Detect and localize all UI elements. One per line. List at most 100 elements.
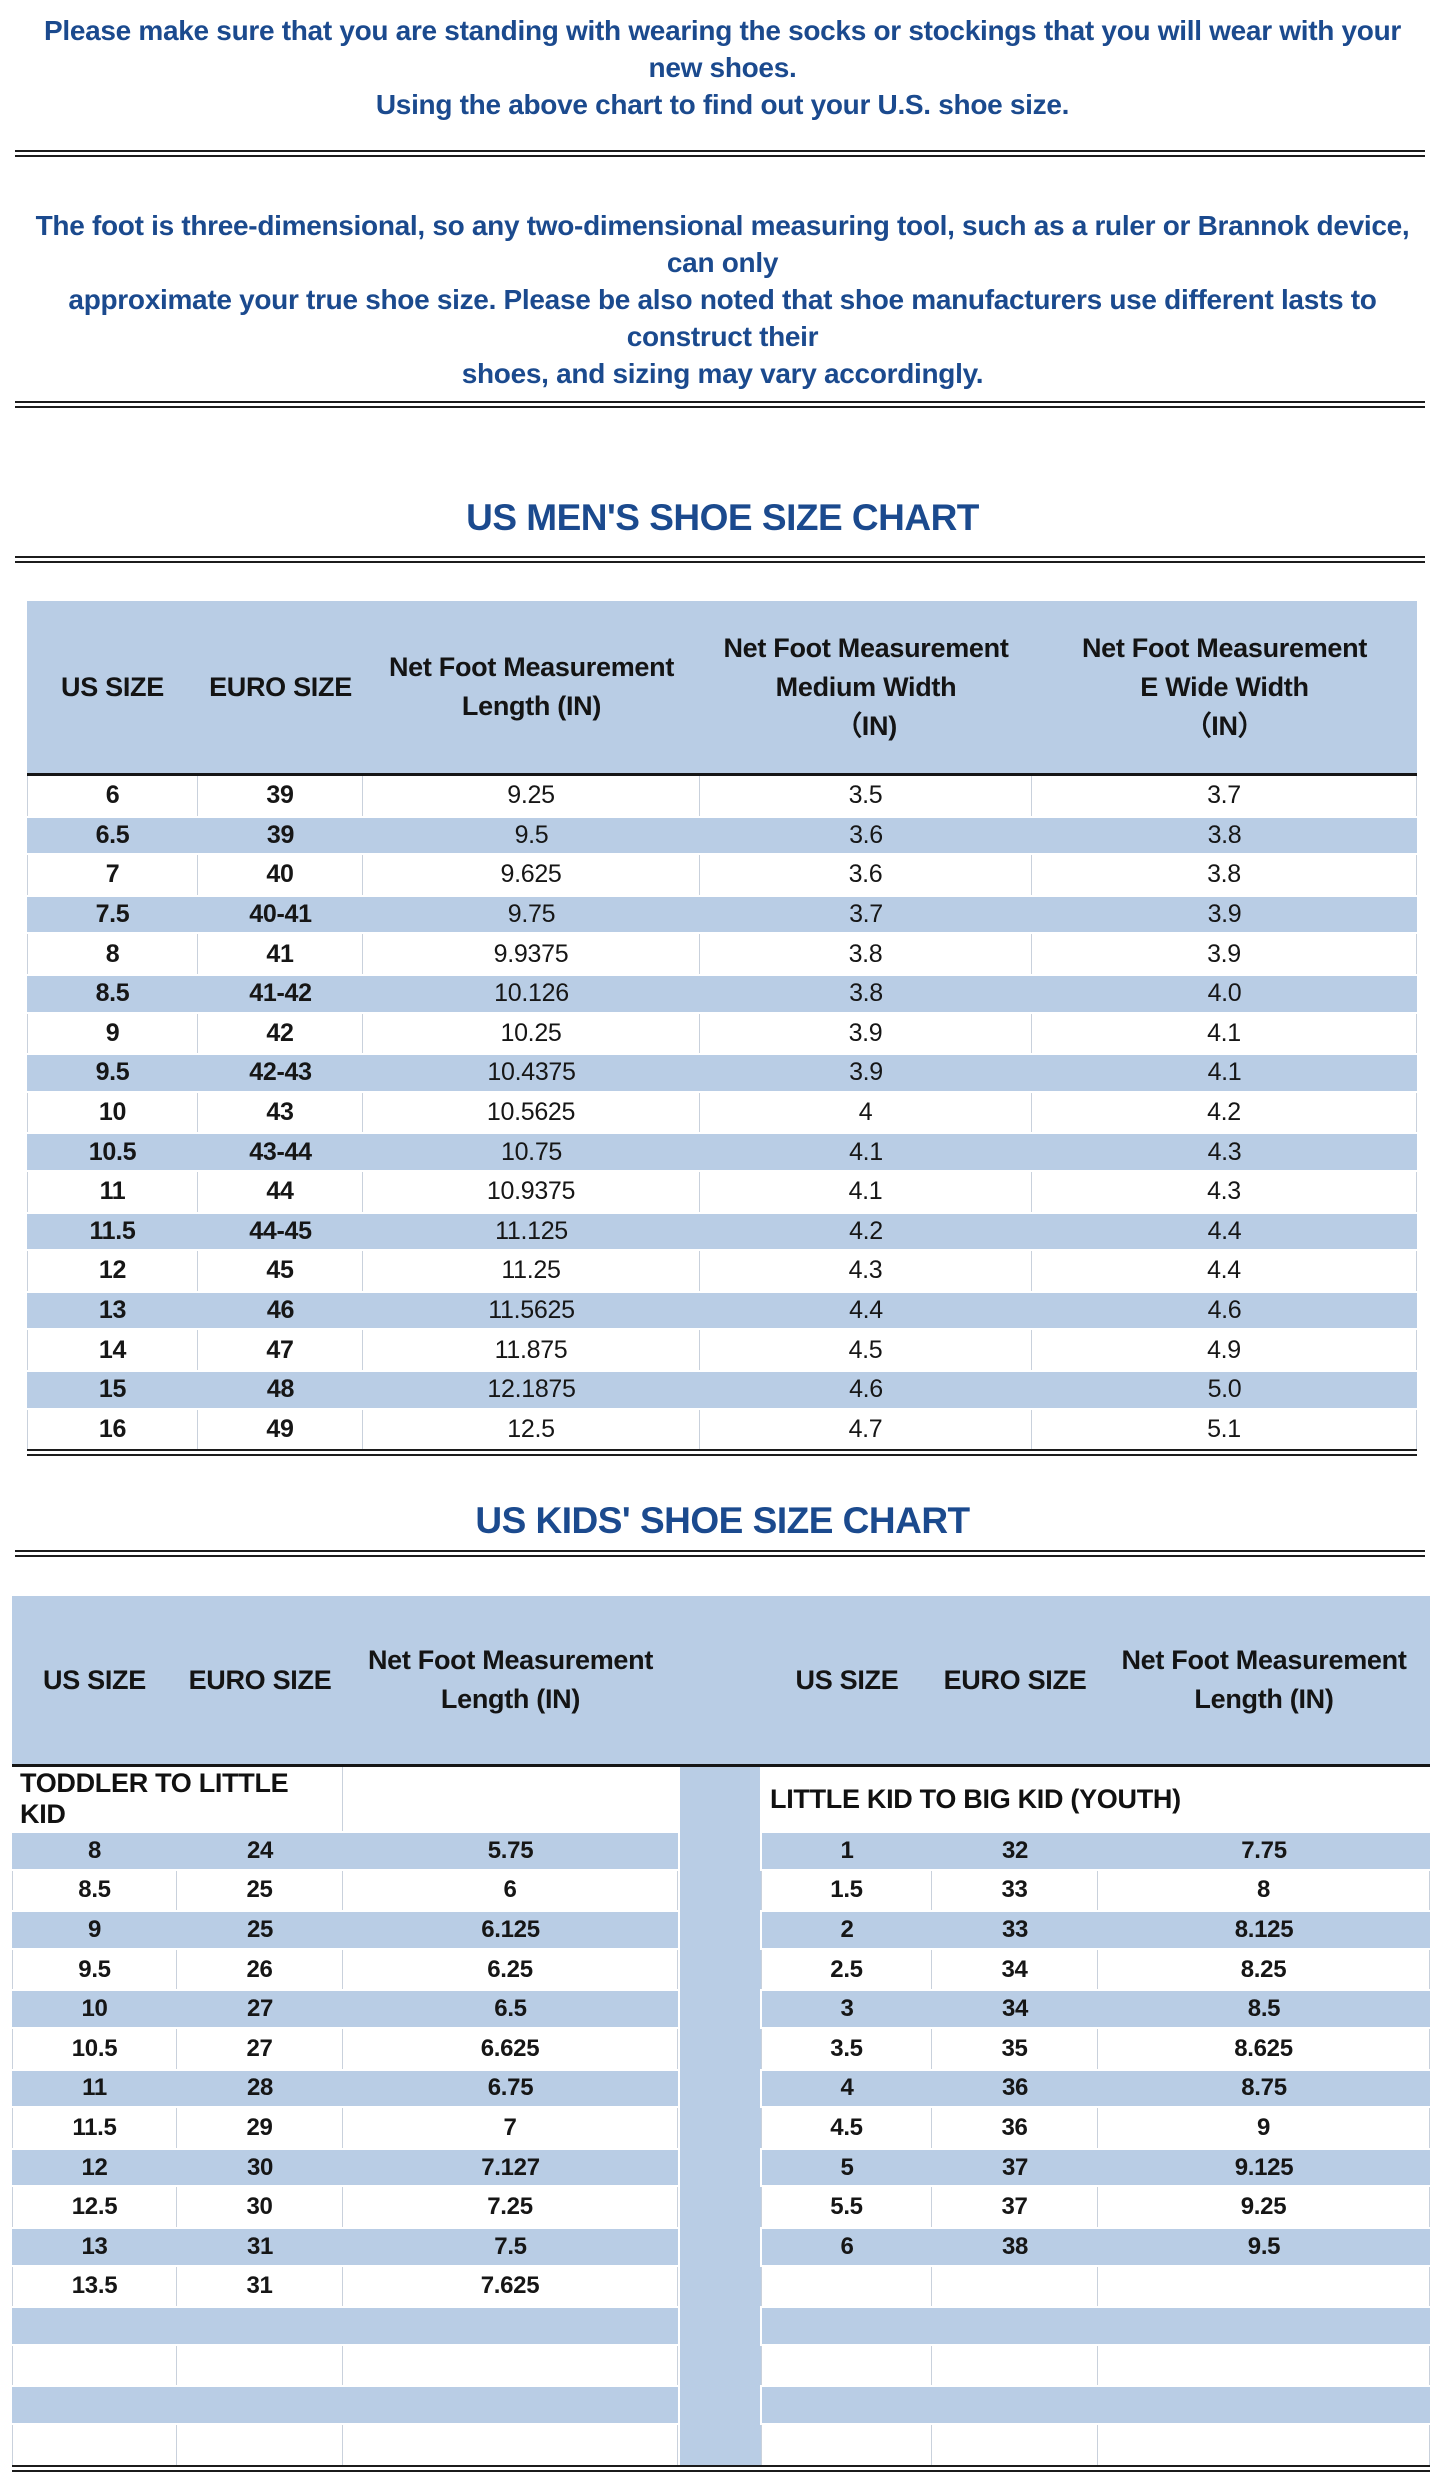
kids-spacer-cell <box>678 1767 762 1832</box>
mens-cell: 4.1 <box>700 1171 1032 1212</box>
mens-cell: 12 <box>27 1251 198 1291</box>
intro-line-1: Please make sure that you are standing w… <box>43 15 1402 83</box>
mens-cell: 46 <box>198 1290 363 1331</box>
kids-table-row: 9 25 6.125 2 33 8.125 <box>12 1910 1430 1950</box>
kids-cell: 1.5 <box>762 1870 932 1911</box>
kids-cell: 33 <box>932 1910 1098 1950</box>
kids-spacer-cell <box>678 1989 762 2030</box>
kids-cell: 30 <box>177 2147 343 2188</box>
kids-cell: 31 <box>177 2266 343 2307</box>
mens-table-row: 8 41 9.9375 3.8 3.9 <box>27 934 1417 974</box>
kids-cell: 34 <box>932 1989 1098 2030</box>
intro-line-2: Using the above chart to find out your U… <box>375 89 1070 120</box>
kids-cell: 36 <box>932 2108 1098 2148</box>
kids-cell: 25 <box>177 1870 343 1911</box>
kids-cell <box>12 2345 177 2386</box>
kids-spacer-cell <box>678 2029 762 2069</box>
mens-table-body: 6 39 9.25 3.5 3.7 6.5 39 9.5 3.6 3.8 7 40 9.625 3.6 3.… <box>27 776 1417 1450</box>
kids-cell: 2.5 <box>762 1949 932 1990</box>
mens-cell: 47 <box>198 1330 363 1370</box>
kids-cell: 12.5 <box>12 2187 177 2228</box>
mens-chart-title: US MEN'S SHOE SIZE CHART <box>466 497 979 538</box>
mens-cell: 40 <box>198 855 363 895</box>
kids-table-row: 9.5 26 6.25 2.5 34 8.25 <box>12 1949 1430 1990</box>
kids-header-spacer <box>678 1596 762 1768</box>
mens-cell: 3.9 <box>700 1013 1032 1054</box>
mens-cell: 7.5 <box>27 894 198 935</box>
mens-cell: 39 <box>198 776 363 816</box>
mens-cell: 4.2 <box>700 1211 1032 1252</box>
mens-cell: 4.6 <box>700 1369 1032 1410</box>
kids-cell: 33 <box>932 1870 1098 1911</box>
mens-cell: 10.5625 <box>363 1092 700 1133</box>
mens-cell: 10.126 <box>363 973 700 1014</box>
kids-spacer-cell <box>678 1831 762 1871</box>
mens-table-row: 10.5 43-44 10.75 4.1 4.3 <box>27 1132 1417 1172</box>
mens-cell: 11.125 <box>363 1211 700 1252</box>
kids-cell: 8.125 <box>1098 1910 1430 1950</box>
note-line-3: shoes, and sizing may vary accordingly. <box>461 358 984 389</box>
kids-cell: 1 <box>762 1831 932 1871</box>
kids-table-row: 13 31 7.5 6 38 9.5 <box>12 2227 1430 2267</box>
kids-cell: 2 <box>762 1910 932 1950</box>
kids-cell: 7.127 <box>343 2147 678 2188</box>
mens-cell: 3.9 <box>1032 894 1417 935</box>
kids-spacer-cell <box>678 2345 762 2386</box>
mens-cell: 4.1 <box>700 1132 1032 1172</box>
kids-right-header-cell-0: US SIZE <box>762 1596 932 1768</box>
kids-cell: 6.125 <box>343 1910 678 1950</box>
kids-cell: 8.5 <box>12 1870 177 1911</box>
mens-cell: 9.9375 <box>363 934 700 974</box>
kids-cell: 6.625 <box>343 2029 678 2069</box>
mens-cell: 44-45 <box>198 1211 363 1252</box>
kids-cell <box>762 2306 932 2346</box>
mens-cell: 3.8 <box>700 934 1032 974</box>
mens-table-bottom-rule <box>27 1449 1417 1457</box>
kids-cell <box>12 2306 177 2346</box>
mens-cell: 9.5 <box>27 1053 198 1093</box>
kids-cell: 10.5 <box>12 2029 177 2069</box>
kids-cell: 28 <box>177 2068 343 2109</box>
mens-cell: 4.3 <box>1032 1132 1417 1172</box>
kids-cell: 5.75 <box>343 1831 678 1871</box>
kids-table-bottom-rule <box>12 2464 1430 2472</box>
mens-cell: 3.8 <box>700 973 1032 1014</box>
kids-left-header-cell-1: EURO SIZE <box>177 1596 343 1768</box>
kids-table-row: 10.5 27 6.625 3.5 35 8.625 <box>12 2029 1430 2069</box>
mens-table-row: 8.5 41-42 10.126 3.8 4.0 <box>27 973 1417 1014</box>
kids-cell: 38 <box>932 2227 1098 2267</box>
mens-cell: 4.4 <box>1032 1251 1417 1291</box>
mens-cell: 15 <box>27 1369 198 1410</box>
mens-cell: 12.1875 <box>363 1369 700 1410</box>
mens-cell: 4.7 <box>700 1409 1032 1450</box>
mens-table-row: 11.5 44-45 11.125 4.2 4.4 <box>27 1211 1417 1252</box>
mens-cell: 3.8 <box>1032 855 1417 895</box>
kids-cell <box>1098 2425 1430 2465</box>
kids-cell: 37 <box>932 2147 1098 2188</box>
kids-cell: 5.5 <box>762 2187 932 2228</box>
mens-cell: 9 <box>27 1013 198 1054</box>
kids-cell: 37 <box>932 2187 1098 2228</box>
kids-spacer-cell <box>678 2425 762 2465</box>
kids-cell: 4.5 <box>762 2108 932 2148</box>
mens-cell: 49 <box>198 1409 363 1450</box>
mens-table-row: 7.5 40-41 9.75 3.7 3.9 <box>27 894 1417 935</box>
kids-table-row: 8 24 5.75 1 32 7.75 <box>12 1831 1430 1871</box>
kids-table-row <box>12 2425 1430 2465</box>
mens-cell: 11.875 <box>363 1330 700 1370</box>
kids-table-row: 10 27 6.5 3 34 8.5 <box>12 1989 1430 2030</box>
mens-cell: 3.6 <box>700 815 1032 856</box>
mens-cell: 13 <box>27 1290 198 1331</box>
mens-cell: 42-43 <box>198 1053 363 1093</box>
kids-cell: 6.25 <box>343 1949 678 1990</box>
mens-cell: 3.7 <box>700 894 1032 935</box>
mens-cell: 6.5 <box>27 815 198 856</box>
mens-cell: 11.5 <box>27 1211 198 1252</box>
kids-cell <box>932 2425 1098 2465</box>
mens-cell: 10.4375 <box>363 1053 700 1093</box>
mens-header-cell-2: Net Foot Measurement Length (IN) <box>363 601 700 776</box>
kids-table-row: 8.5 25 6 1.5 33 8 <box>12 1870 1430 1911</box>
mens-cell: 3.5 <box>700 776 1032 816</box>
kids-cell: 9.5 <box>1098 2227 1430 2267</box>
kids-cell <box>932 2385 1098 2425</box>
